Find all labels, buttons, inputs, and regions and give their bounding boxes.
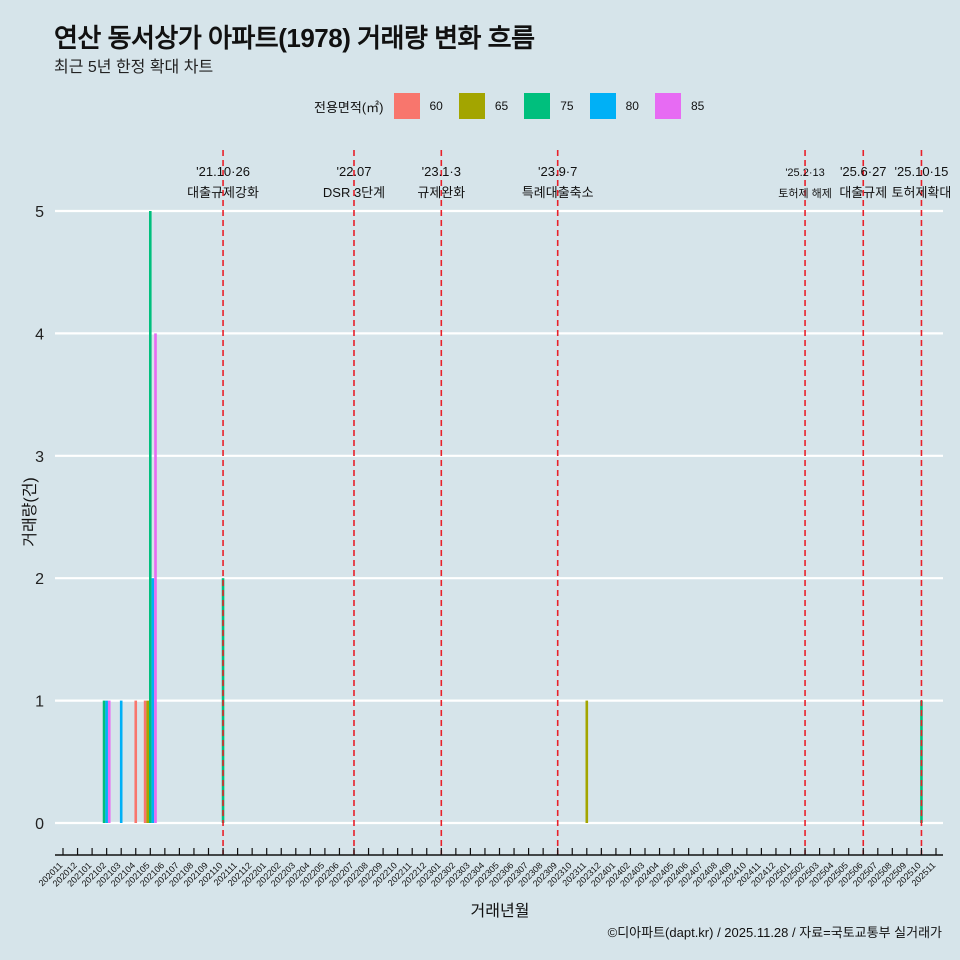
event-label: 토허제확대 bbox=[892, 185, 952, 200]
event-date: '25.2·13 bbox=[785, 167, 824, 179]
legend-label-65: 65 bbox=[494, 99, 509, 113]
event-label: 대출규제강화 bbox=[187, 185, 259, 200]
y-tick-label: 1 bbox=[35, 694, 44, 711]
event-label: 규제완화 bbox=[417, 185, 465, 200]
bar-85-202105 bbox=[154, 333, 157, 823]
legend: 전용면적(㎡) 60 65 75 80 85 bbox=[314, 93, 720, 119]
bar-60-202104 bbox=[134, 700, 138, 823]
bar-60-202105 bbox=[143, 700, 147, 823]
footer-credit: ©디아파트(dapt.kr) / 2025.11.28 / 자료=국토교통부 실… bbox=[607, 925, 942, 940]
chart-title: 연산 동서상가 아파트(1978) 거래량 변화 흐름 bbox=[54, 23, 535, 53]
bar-80-202102 bbox=[105, 700, 108, 823]
event-label: 특례대출축소 bbox=[522, 185, 594, 200]
legend-swatch-65 bbox=[458, 93, 485, 119]
legend-label-60: 60 bbox=[429, 99, 443, 113]
y-tick-label: 0 bbox=[35, 816, 44, 833]
y-tick-label: 3 bbox=[35, 449, 44, 466]
bar-75-202105 bbox=[149, 211, 152, 823]
y-tick-label: 5 bbox=[35, 204, 44, 221]
y-tick-label: 2 bbox=[35, 571, 44, 588]
x-axis-label: 거래년월 bbox=[470, 903, 530, 920]
event-label: DSR 3단계 bbox=[323, 185, 385, 200]
event-date: '22.07 bbox=[336, 164, 371, 179]
y-tick-label: 4 bbox=[35, 326, 44, 343]
legend-title: 전용면적(㎡) bbox=[314, 99, 384, 115]
event-date: '25.10·15 bbox=[895, 164, 949, 179]
chart-subtitle: 최근 5년 한정 확대 차트 bbox=[54, 59, 214, 76]
bar-80-202103 bbox=[119, 700, 123, 823]
legend-label-75: 75 bbox=[560, 99, 574, 113]
bar-85-202102 bbox=[107, 700, 111, 823]
bar-80-202105 bbox=[151, 578, 155, 823]
legend-swatch-85 bbox=[654, 93, 681, 119]
event-label: 대출규제 bbox=[839, 185, 887, 200]
bar-65-202105 bbox=[146, 700, 149, 823]
legend-label-80: 80 bbox=[625, 99, 639, 113]
event-date: '21.10·26 bbox=[196, 164, 250, 179]
event-date: '25.6·27 bbox=[840, 164, 887, 179]
y-axis-label: 거래량(건) bbox=[22, 477, 39, 547]
bar-75-202102 bbox=[102, 700, 106, 823]
event-date: '23.1·3 bbox=[422, 164, 461, 179]
legend-swatch-80 bbox=[589, 93, 616, 119]
legend-label-85: 85 bbox=[690, 99, 705, 113]
legend-swatch-75 bbox=[524, 93, 551, 119]
legend-swatch-60 bbox=[393, 93, 420, 119]
bar-65-202311 bbox=[585, 700, 589, 823]
event-label: 토허제 해제 bbox=[778, 186, 832, 200]
event-date: '23.9·7 bbox=[538, 164, 577, 179]
